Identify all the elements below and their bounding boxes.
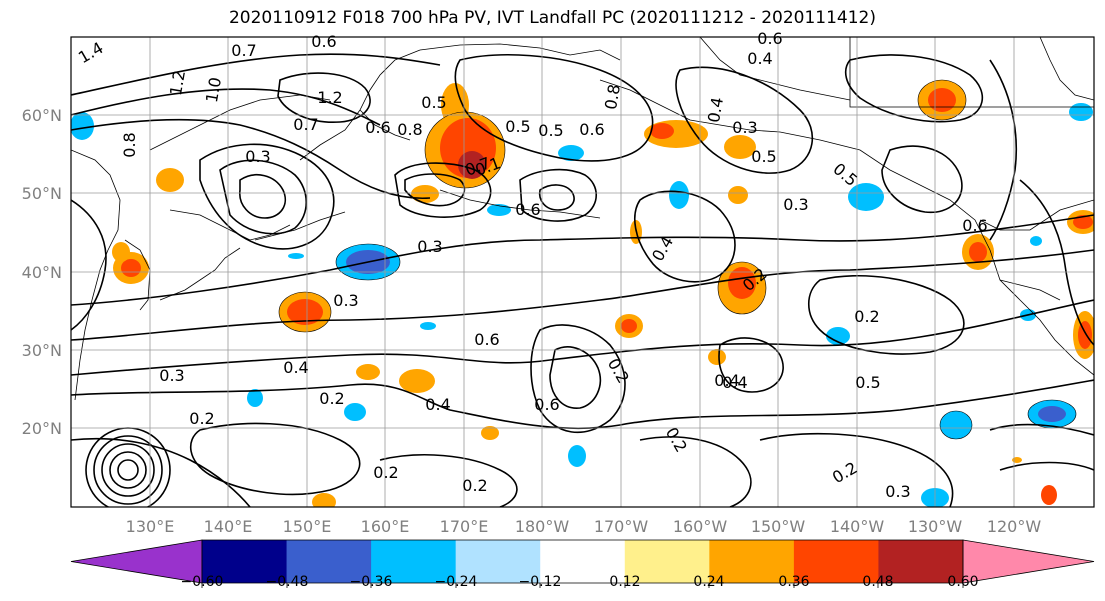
colorbar-tick-label: 0.24 [693, 574, 724, 590]
contour-label: 0.4 [283, 358, 308, 377]
colorbar-tick-label: 0.60 [947, 574, 978, 590]
contour-label: 0.8 [601, 83, 624, 111]
contour-label: 0.3 [417, 237, 442, 256]
contour-label: 0.6 [962, 216, 987, 235]
latitude-label: 60°N [22, 106, 62, 125]
contour-label: 0.6 [365, 118, 390, 137]
contour-label: 0.5 [751, 147, 776, 166]
contour-label: 0.2 [189, 409, 214, 428]
longitude-label: 130°E [126, 517, 175, 536]
latitude-label: 20°N [22, 419, 62, 438]
contour-label: 0.4 [747, 49, 772, 68]
contour-label: 0.6 [311, 32, 336, 51]
colorbar-tick-labels: −0.60 −0.48 −0.36 −0.24 −0.12 0.12 0.24 0.36 0.4… [181, 574, 979, 590]
colorbar-tick-label: −0.36 [350, 574, 393, 590]
contour-label: 1.2 [317, 88, 342, 107]
contour-label: 0.8 [397, 120, 422, 139]
colorbar-tick-label: 0.36 [778, 574, 809, 590]
thin-contours [278, 79, 1077, 440]
longitude-label: 140°E [204, 517, 253, 536]
longitude-label: 170°E [440, 517, 489, 536]
longitude-label: 150°E [283, 517, 332, 536]
colorbar [70, 539, 1095, 584]
contour-label: 0.7 [293, 115, 318, 134]
contour-label: 0.3 [159, 366, 184, 385]
contour-label: 0.4 [704, 96, 727, 124]
colorbar-segment [624, 540, 710, 583]
colorbar-tick-label: 0.12 [609, 574, 640, 590]
contour-label: 0.3 [783, 195, 808, 214]
contour-label: 0.8 [120, 132, 139, 157]
colorbar-segment [371, 540, 457, 583]
colorbar-extend-max [962, 539, 1095, 584]
colorbar-tick-label: −0.12 [519, 574, 562, 590]
colorbar-tick-label: −0.48 [266, 574, 309, 590]
contour-label: 0.5 [538, 121, 563, 140]
contour-label: 1.0 [202, 76, 225, 104]
contour-label: 0.3 [333, 291, 358, 310]
contour-label: 0.2 [319, 389, 344, 408]
colorbar-segment [709, 540, 795, 583]
colorbar-segment [878, 540, 964, 583]
map-frame [70, 36, 1095, 508]
longitude-label: 140°W [830, 517, 885, 536]
contour-label: 0.5 [505, 117, 530, 136]
contour-label: 1.2 [166, 69, 189, 97]
longitude-label: 160°W [673, 517, 728, 536]
contour-label: 0.3 [885, 482, 910, 501]
contour-label: 0.6 [579, 120, 604, 139]
latitude-labels: 60°N 50°N 40°N 30°N 20°N [22, 106, 62, 438]
longitude-label: 160°E [361, 517, 410, 536]
contour-label: 0.2 [854, 307, 879, 326]
longitude-label: 170°W [594, 517, 649, 536]
colorbar-segment [455, 540, 541, 583]
contour-label: 0.6 [757, 29, 782, 48]
longitude-label: 180°W [515, 517, 570, 536]
latitude-label: 30°N [22, 341, 62, 360]
colorbar-segment [286, 540, 372, 583]
contour-label: 0.4 [714, 371, 739, 390]
colorbar-tick-label: −0.24 [435, 574, 478, 590]
longitude-label: 130°W [908, 517, 963, 536]
contour-label: 0.3 [732, 118, 757, 137]
colorbar-segment [793, 540, 879, 583]
colorbar-tick-label: −0.60 [181, 574, 224, 590]
contour-label: 0.4 [425, 395, 450, 414]
contour-label: 0.2 [373, 463, 398, 482]
contour-label: 0.5 [855, 373, 880, 392]
colorbar-segment [202, 540, 288, 583]
map-title: 2020110912 F018 700 hPa PV, IVT Landfall… [228, 8, 876, 28]
latitude-label: 50°N [22, 184, 62, 203]
latitude-label: 40°N [22, 263, 62, 282]
colorbar-segment [540, 540, 626, 583]
longitude-labels: 130°E 140°E 150°E 160°E 170°E 180°W 170°W 160°W… [126, 517, 1042, 536]
contour-label: 0.6 [534, 395, 559, 414]
contour-label: 0.6 [515, 200, 540, 219]
contour-label: 0.7 [231, 41, 256, 60]
contour-label: 0.3 [245, 147, 270, 166]
contour-label: 0.5 [421, 93, 446, 112]
longitude-label: 120°W [987, 517, 1042, 536]
contour-label: 0.2 [462, 476, 487, 495]
colorbar-tick-label: 0.48 [862, 574, 893, 590]
longitude-label: 150°W [751, 517, 806, 536]
contour-label: 0.4 [722, 373, 747, 392]
graticule [71, 37, 1094, 507]
contour-label: 0.6 [474, 330, 499, 349]
contours [71, 53, 1094, 507]
